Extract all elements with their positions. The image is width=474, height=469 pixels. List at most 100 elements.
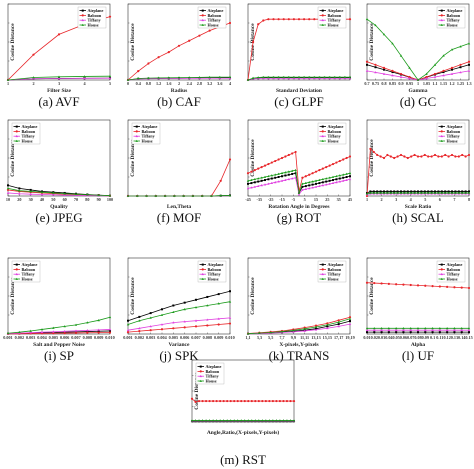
panel-caption: (l) UF xyxy=(402,348,434,363)
data-point xyxy=(413,191,416,194)
x-tick-label: 6 xyxy=(439,197,441,202)
series-line xyxy=(128,159,231,197)
data-point xyxy=(433,153,437,157)
data-point xyxy=(314,185,318,188)
data-point xyxy=(423,191,426,194)
legend-marker xyxy=(440,23,443,26)
data-point xyxy=(437,190,440,193)
data-point xyxy=(138,330,141,333)
legend-label: Tiffany xyxy=(88,18,102,23)
x-tick-label: 0.003 xyxy=(146,335,155,340)
data-point xyxy=(195,298,197,301)
data-point xyxy=(460,331,463,334)
data-point xyxy=(379,190,382,193)
data-point xyxy=(328,179,331,182)
data-point xyxy=(321,184,324,187)
data-point xyxy=(325,180,328,183)
data-point xyxy=(262,75,265,79)
data-point xyxy=(308,75,311,79)
data-point xyxy=(292,399,296,403)
data-point xyxy=(424,331,427,334)
legend-box xyxy=(77,6,107,29)
data-point xyxy=(277,18,280,21)
data-point xyxy=(292,77,296,80)
data-point xyxy=(108,315,112,319)
x-tick-label: 1.6 xyxy=(166,81,171,86)
data-point xyxy=(365,327,369,330)
data-point xyxy=(399,54,403,57)
data-point xyxy=(18,330,21,334)
x-tick-label: 1.25 xyxy=(457,81,464,86)
data-point xyxy=(461,191,464,194)
data-point xyxy=(250,182,253,185)
data-point xyxy=(301,176,304,179)
data-point xyxy=(425,77,428,80)
data-point xyxy=(459,71,462,74)
x-tick-label: -15 xyxy=(279,197,285,202)
x-tick-label: 0.1 xyxy=(430,335,435,340)
data-point xyxy=(147,76,150,79)
data-point xyxy=(228,21,232,25)
data-point xyxy=(416,328,420,332)
legend-label: House xyxy=(206,379,217,384)
legend-label: Tiffany xyxy=(208,18,222,23)
data-point xyxy=(335,174,338,178)
data-point xyxy=(402,283,405,286)
data-point xyxy=(183,326,186,329)
data-point xyxy=(453,286,456,289)
data-point xyxy=(366,331,368,334)
legend-label: House xyxy=(328,277,339,282)
data-point xyxy=(211,419,215,422)
data-point xyxy=(182,194,185,197)
legend-marker xyxy=(440,134,443,138)
data-point xyxy=(287,173,290,176)
legend-marker xyxy=(199,365,202,368)
legend-marker xyxy=(201,9,204,12)
data-point xyxy=(291,169,294,172)
data-point xyxy=(408,75,411,79)
x-tick-label: 0.85 xyxy=(389,81,396,86)
data-point xyxy=(229,399,232,403)
legend-label: Baboon xyxy=(328,129,342,134)
data-point xyxy=(228,322,232,325)
data-point xyxy=(261,419,264,422)
data-point xyxy=(188,39,191,42)
x-tick-label: 0.06 xyxy=(400,335,407,340)
data-point xyxy=(343,77,347,80)
x-tick-label: 0.09 xyxy=(422,335,429,340)
x-tick-label: 0.009 xyxy=(214,335,223,340)
data-point xyxy=(289,419,292,422)
x-tick-label: 1 xyxy=(417,81,419,86)
legend-label: Baboon xyxy=(447,129,461,134)
x-tick-label: 90 xyxy=(97,197,101,202)
data-point xyxy=(311,183,314,186)
legend-marker xyxy=(135,139,138,142)
data-point xyxy=(57,77,61,80)
data-point xyxy=(402,331,405,334)
x-axis-label: X-pixels,Y-pixels xyxy=(279,342,318,348)
data-point xyxy=(74,194,78,197)
legend-marker xyxy=(201,23,204,26)
data-point xyxy=(338,174,341,177)
data-point xyxy=(380,328,383,332)
data-point xyxy=(177,44,181,47)
data-point xyxy=(328,77,331,80)
legend-label: Airplane xyxy=(328,8,344,13)
series-baboon xyxy=(246,150,352,193)
legend-label: Baboon xyxy=(88,13,102,18)
data-point xyxy=(200,194,204,197)
x-tick-label: 3.2 xyxy=(207,81,212,86)
data-point xyxy=(236,399,239,403)
data-point xyxy=(348,75,352,79)
series-house xyxy=(365,17,471,81)
data-point xyxy=(6,191,10,194)
data-point xyxy=(425,72,428,75)
series-line xyxy=(366,18,470,81)
data-point xyxy=(138,315,141,318)
legend-label: Baboon xyxy=(206,369,220,374)
legend-label: Tiffany xyxy=(208,272,222,277)
data-point xyxy=(215,399,218,403)
data-point xyxy=(297,18,301,21)
